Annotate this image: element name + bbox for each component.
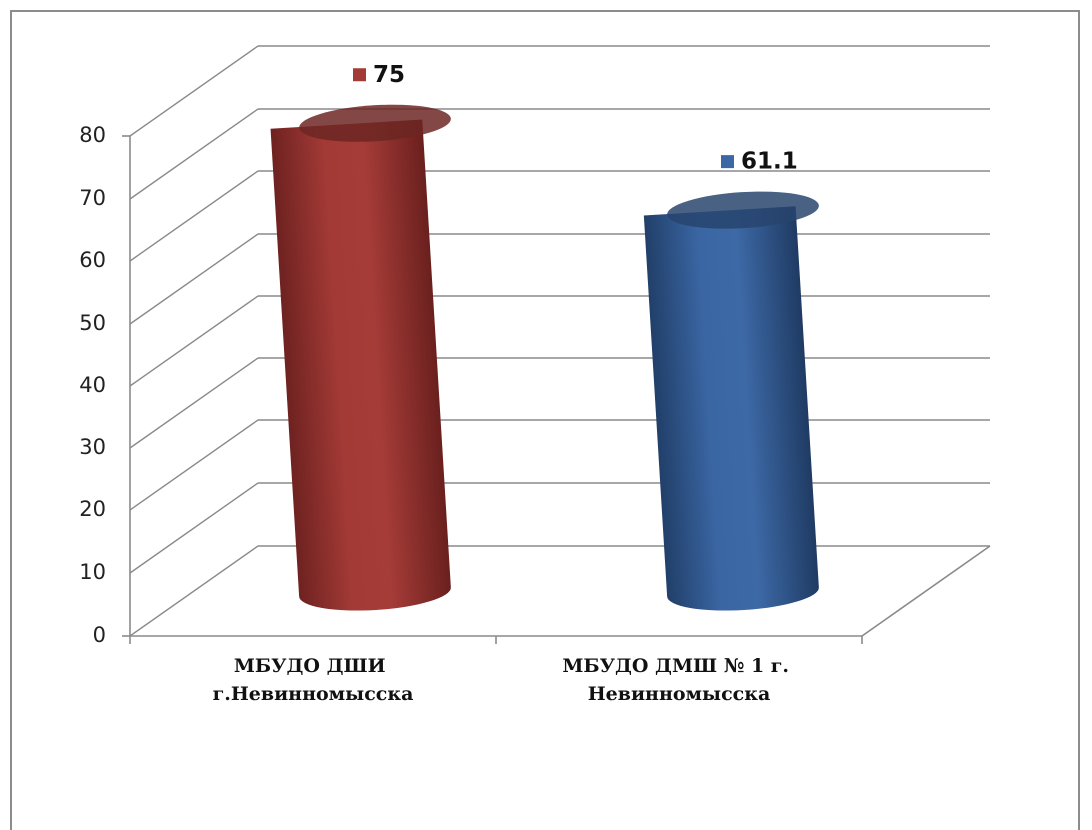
category-label-line: г.Невинномысска xyxy=(213,683,414,705)
data-label: 75 xyxy=(373,62,405,88)
gridline-20 xyxy=(129,419,990,511)
y-tick-label: 50 xyxy=(79,311,106,335)
y-tick-label: 20 xyxy=(79,497,106,521)
category-label: МБУДО ДШИ г.Невинномысска xyxy=(213,655,414,705)
axes-layer xyxy=(122,135,991,644)
y-tick-labels: 0 10 20 30 40 50 60 70 80 xyxy=(79,123,106,647)
bar-cylinder xyxy=(270,104,451,611)
gridline-60 xyxy=(129,170,990,262)
floor-right-edge xyxy=(861,545,991,637)
y-tick-label: 30 xyxy=(79,435,106,459)
grid-layer xyxy=(129,45,990,637)
y-tick-label: 10 xyxy=(79,560,106,584)
category-label-line: МБУДО ДМШ № 1 г. xyxy=(562,655,789,677)
data-label: 61.1 xyxy=(741,149,798,175)
bar-cylinder xyxy=(643,191,819,611)
data-label-marker xyxy=(353,68,366,82)
y-tick-label: 70 xyxy=(79,186,106,210)
data-label-marker xyxy=(721,155,734,169)
category-labels: МБУДО ДШИ г.Невинномысска МБУДО ДМШ № 1 … xyxy=(213,655,795,705)
gridline-0 xyxy=(129,545,990,637)
y-tick-label: 0 xyxy=(93,623,106,647)
gridline-40 xyxy=(129,295,990,387)
bar-body xyxy=(270,119,451,611)
bar-top-shade xyxy=(667,191,819,229)
gridline-10 xyxy=(129,482,990,574)
y-tick-label: 40 xyxy=(79,373,106,397)
y-tick-label: 80 xyxy=(79,123,106,147)
bar-top-shade xyxy=(299,104,451,142)
gridline-50 xyxy=(129,233,990,325)
y-tick-label: 60 xyxy=(79,248,106,272)
category-label-line: МБУДО ДШИ xyxy=(234,655,386,677)
chart-frame xyxy=(10,10,1080,830)
gridline-30 xyxy=(129,357,990,449)
category-label-line: Невинномысска xyxy=(588,683,771,705)
bars-layer: 75 61.1 xyxy=(270,62,819,611)
category-label: МБУДО ДМШ № 1 г. Невинномысска xyxy=(562,655,795,705)
bar-top xyxy=(299,104,451,142)
gridline-80 xyxy=(129,45,990,137)
gridline-70 xyxy=(129,108,990,200)
bar-top xyxy=(667,191,819,229)
bar-body xyxy=(643,206,819,611)
